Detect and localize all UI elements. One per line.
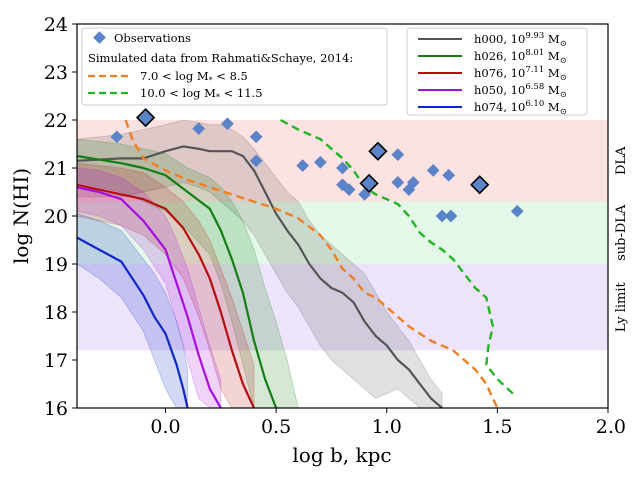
observation-point [192,122,206,135]
line-h076 [77,183,255,408]
x-tick-label: 0.0 [150,416,180,438]
y-tick-label: 19 [44,254,68,276]
y-tick-label: 23 [44,62,68,84]
observation-point [313,155,327,169]
legend-obs-label: Observations [114,31,191,45]
legend-label-h000: h000, 109.93 M⊙ [474,31,567,49]
observation-point-highlight [359,173,379,193]
y-tick-label: 20 [44,206,68,228]
legend-halos: h000, 109.93 M⊙h026, 108.01 M⊙h076, 107.… [406,27,588,117]
observation-point [391,176,405,189]
band-label-DLA: DLA [614,146,629,175]
x-tick-label: 1.5 [482,416,512,438]
observation-point [442,168,456,182]
x-axis-label: log b, kpc [292,443,391,467]
y-tick-label: 21 [44,158,68,180]
legend-observations-sims: Observations Simulated data from Rahmati… [81,27,388,106]
y-tick-label: 18 [44,302,68,324]
legend-rs-low-label: 7.0 < log M* < 8.5 [140,69,248,85]
spread-h000 [77,119,443,408]
line-rahmati-0 [124,119,499,408]
y-tick-label: 17 [44,350,68,372]
observation-point [435,209,449,223]
legend-label-h076: h076, 107.11 M⊙ [474,65,567,83]
observation-point [391,148,405,161]
y-tick-label: 22 [44,110,68,132]
x-tick-label: 0.5 [261,416,291,438]
observation-point [426,164,440,177]
observation-point [249,154,263,168]
observation-point [444,209,458,223]
band-label-ly-limit: Ly limit [614,281,629,332]
spread-h076 [77,162,255,408]
x-tick-label: 2.0 [596,416,626,438]
observation-point [221,117,234,131]
legend-label-h026: h026, 108.01 M⊙ [474,48,567,66]
observation-point [406,176,420,189]
halo-spread-bands [77,119,443,408]
observation-point [342,183,356,196]
legend-subtitle: Simulated data from Rahmati&Schaye, 2014… [88,51,353,65]
line-h050 [77,186,222,408]
spread-h074 [77,213,189,408]
band-label-sub-DLA: sub-DLA [614,204,629,261]
observation-point [296,159,310,172]
legend-label-h074: h074, 106.10 M⊙ [474,99,567,117]
spread-h026 [77,138,299,408]
legend-label-h050: h050, 106.58 M⊙ [474,82,567,100]
observation-point [336,161,349,175]
spread-h050 [77,167,222,408]
y-tick-label: 24 [44,14,68,36]
line-h074 [77,236,189,408]
y-tick-label: 16 [44,398,68,420]
line-rahmati-1 [280,118,514,395]
observation-point [249,130,263,144]
observation-point-highlight [135,107,156,128]
y-axis-label: log N(HI) [9,168,33,264]
line-h000 [77,145,443,408]
series-lines [77,118,514,408]
line-h026 [77,154,278,408]
axis-ticks: 16 17 18 19 20 21 22 23 24 0.0 0.5 1.0 1.5 2.0 [44,14,626,438]
observation-point-highlight [368,141,388,161]
legend-rs-high-label: 10.0 < log M* < 11.5 [140,86,263,102]
band-labels: DLA sub-DLA Ly limit [614,146,629,332]
observation-point-highlight [470,175,490,195]
x-tick-label: 1.0 [372,416,402,438]
